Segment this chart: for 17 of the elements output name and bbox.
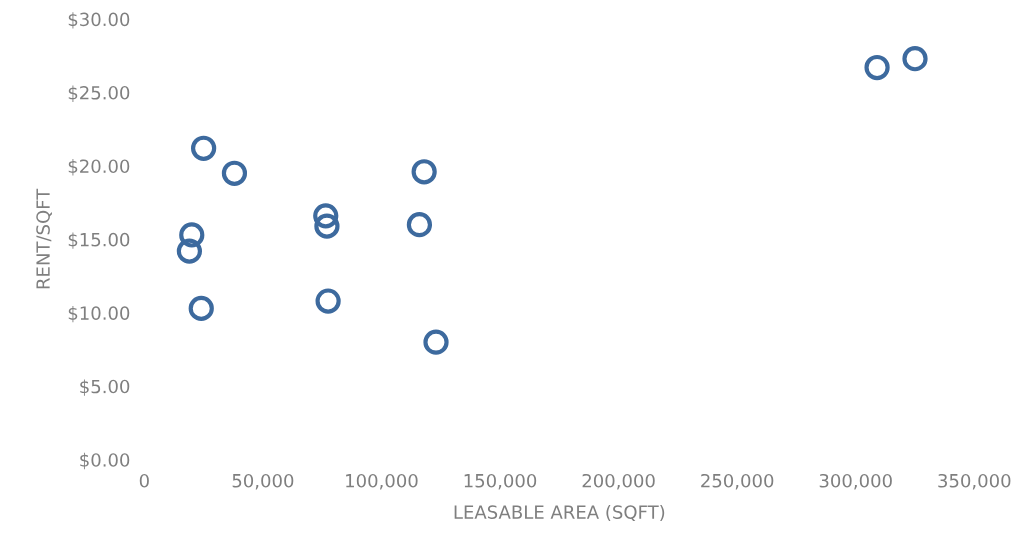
y-tick-label: $30.00 (68, 12, 130, 29)
y-tick-label: $25.00 (68, 85, 130, 102)
x-tick-label: 0 (139, 473, 149, 488)
x-tick-label: 100,000 (346, 473, 418, 490)
x-tick-label: 200,000 (582, 473, 655, 490)
y-tick-label: $5.00 (80, 379, 130, 396)
x-tick-label: 150,000 (464, 473, 537, 490)
y-tick-label: $0.00 (80, 452, 130, 470)
x-tick-label: 350,000 (938, 473, 1011, 490)
x-tick-label: 250,000 (701, 473, 774, 490)
y-tick-label: $10.00 (68, 305, 130, 323)
y-tick-label: $20.00 (68, 159, 130, 176)
x-axis-title: LEASABLE AREA (SQFT) (454, 504, 665, 522)
x-tick-label: 50,000 (232, 473, 294, 490)
x-tick-label: 300,000 (819, 473, 892, 490)
y-axis-title: RENT/SQFT (36, 188, 52, 289)
y-tick-label: $15.00 (68, 232, 130, 249)
